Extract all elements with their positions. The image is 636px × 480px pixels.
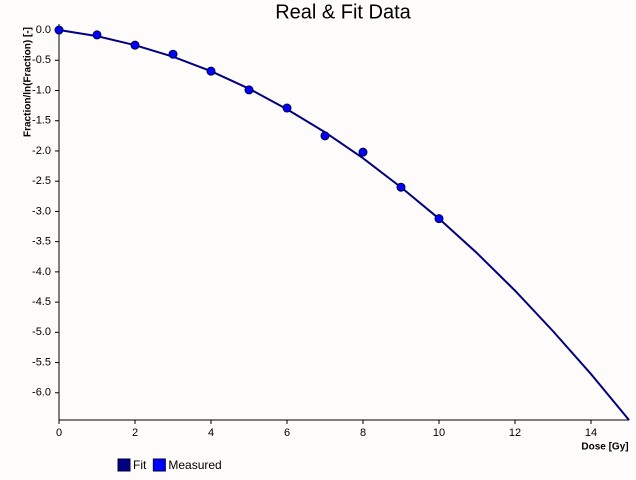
legend-label: Measured <box>168 458 221 472</box>
legend-label: Fit <box>133 458 147 472</box>
x-tick-label: 8 <box>360 427 366 439</box>
x-tick-label: 0 <box>56 427 62 439</box>
data-point <box>396 182 406 192</box>
legend-swatch <box>117 458 131 472</box>
y-tick-label: -2.5 <box>32 175 51 187</box>
chart-title: Real & Fit Data <box>275 1 411 23</box>
y-tick-label: -1.5 <box>32 115 51 127</box>
y-tick-label: -5.0 <box>32 326 51 338</box>
y-tick-label: 0.0 <box>36 24 51 36</box>
x-tick-label: 6 <box>284 427 290 439</box>
data-point <box>320 131 330 141</box>
x-tick-label: 12 <box>509 427 521 439</box>
y-axis-label: Fraction/ln(Fraction) [-] <box>23 27 34 137</box>
y-tick-label: -3.5 <box>32 236 51 248</box>
y-tick-label: -1.0 <box>32 84 51 96</box>
data-point <box>92 30 102 40</box>
x-tick-label: 4 <box>208 427 214 439</box>
y-tick-label: -4.5 <box>32 296 51 308</box>
x-tick-label: 14 <box>585 427 597 439</box>
x-axis-label: Dose [Gy] <box>581 442 628 453</box>
data-point <box>282 103 292 113</box>
y-tick-label: -2.0 <box>32 145 51 157</box>
fit-line <box>58 29 630 421</box>
data-point <box>168 49 178 59</box>
x-tick-label: 10 <box>433 427 445 439</box>
x-tick-label: 2 <box>132 427 138 439</box>
data-point <box>434 214 444 224</box>
data-point <box>358 147 368 157</box>
y-tick-label: -3.0 <box>32 205 51 217</box>
data-point <box>54 25 64 35</box>
legend-swatch <box>152 458 166 472</box>
y-tick-label: -4.0 <box>32 266 51 278</box>
data-point <box>244 85 254 95</box>
y-tick-label: -6.0 <box>32 387 51 399</box>
data-point <box>206 66 216 76</box>
y-tick-label: -5.5 <box>32 356 51 368</box>
data-point <box>130 40 140 50</box>
y-tick-label: -0.5 <box>32 54 51 66</box>
